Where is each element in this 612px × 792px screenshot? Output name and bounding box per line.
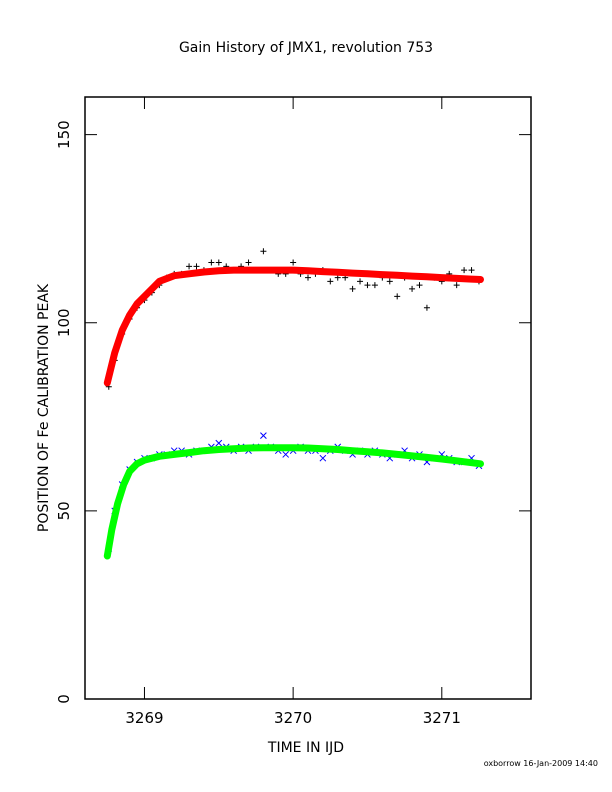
data-point: [453, 282, 460, 289]
data-point: [193, 263, 200, 270]
data-point: [215, 439, 223, 447]
data-point: [423, 304, 430, 311]
data-point: [364, 282, 371, 289]
data-point: [260, 432, 267, 439]
y-tick-label: 150: [55, 120, 73, 149]
y-tick-label: 0: [55, 694, 73, 704]
data-point: [416, 282, 423, 289]
data-point: [468, 267, 475, 274]
chart-title: Gain History of JMX1, revolution 753: [179, 40, 433, 56]
data-point: [282, 451, 290, 458]
x-tick-label: 3270: [274, 709, 312, 727]
data-point: [357, 278, 364, 285]
plot-frame: [84, 96, 532, 700]
footer-stamp: oxborrow 16-Jan-2009 14:40: [483, 759, 598, 768]
data-point: [461, 267, 468, 274]
data-point: [386, 278, 393, 285]
data-point: [319, 454, 327, 462]
data-series: [103, 248, 484, 560]
fit-curve: [103, 266, 484, 387]
y-tick-label: 100: [55, 308, 73, 337]
fit-curve: [103, 444, 484, 560]
axis-ticks: 3269 3270 3271 0 50 100 150: [55, 97, 531, 727]
data-point: [245, 259, 252, 266]
x-tick-label: 3271: [423, 709, 461, 727]
data-point: [371, 282, 378, 289]
x-axis-label: TIME IN IJD: [267, 740, 344, 756]
data-point: [290, 259, 297, 266]
data-point: [394, 293, 401, 300]
data-point: [186, 263, 193, 270]
data-point: [409, 285, 416, 292]
data-point: [305, 274, 311, 281]
x-tick-label: 3269: [125, 709, 163, 727]
data-point: [215, 259, 222, 266]
y-axis-label: POSITION OF Fe CALIBRATION PEAK: [36, 283, 52, 532]
data-point: [327, 278, 334, 285]
data-point: [349, 285, 356, 292]
data-point: [260, 248, 267, 255]
data-point: [208, 259, 215, 266]
y-tick-label: 50: [55, 501, 73, 520]
